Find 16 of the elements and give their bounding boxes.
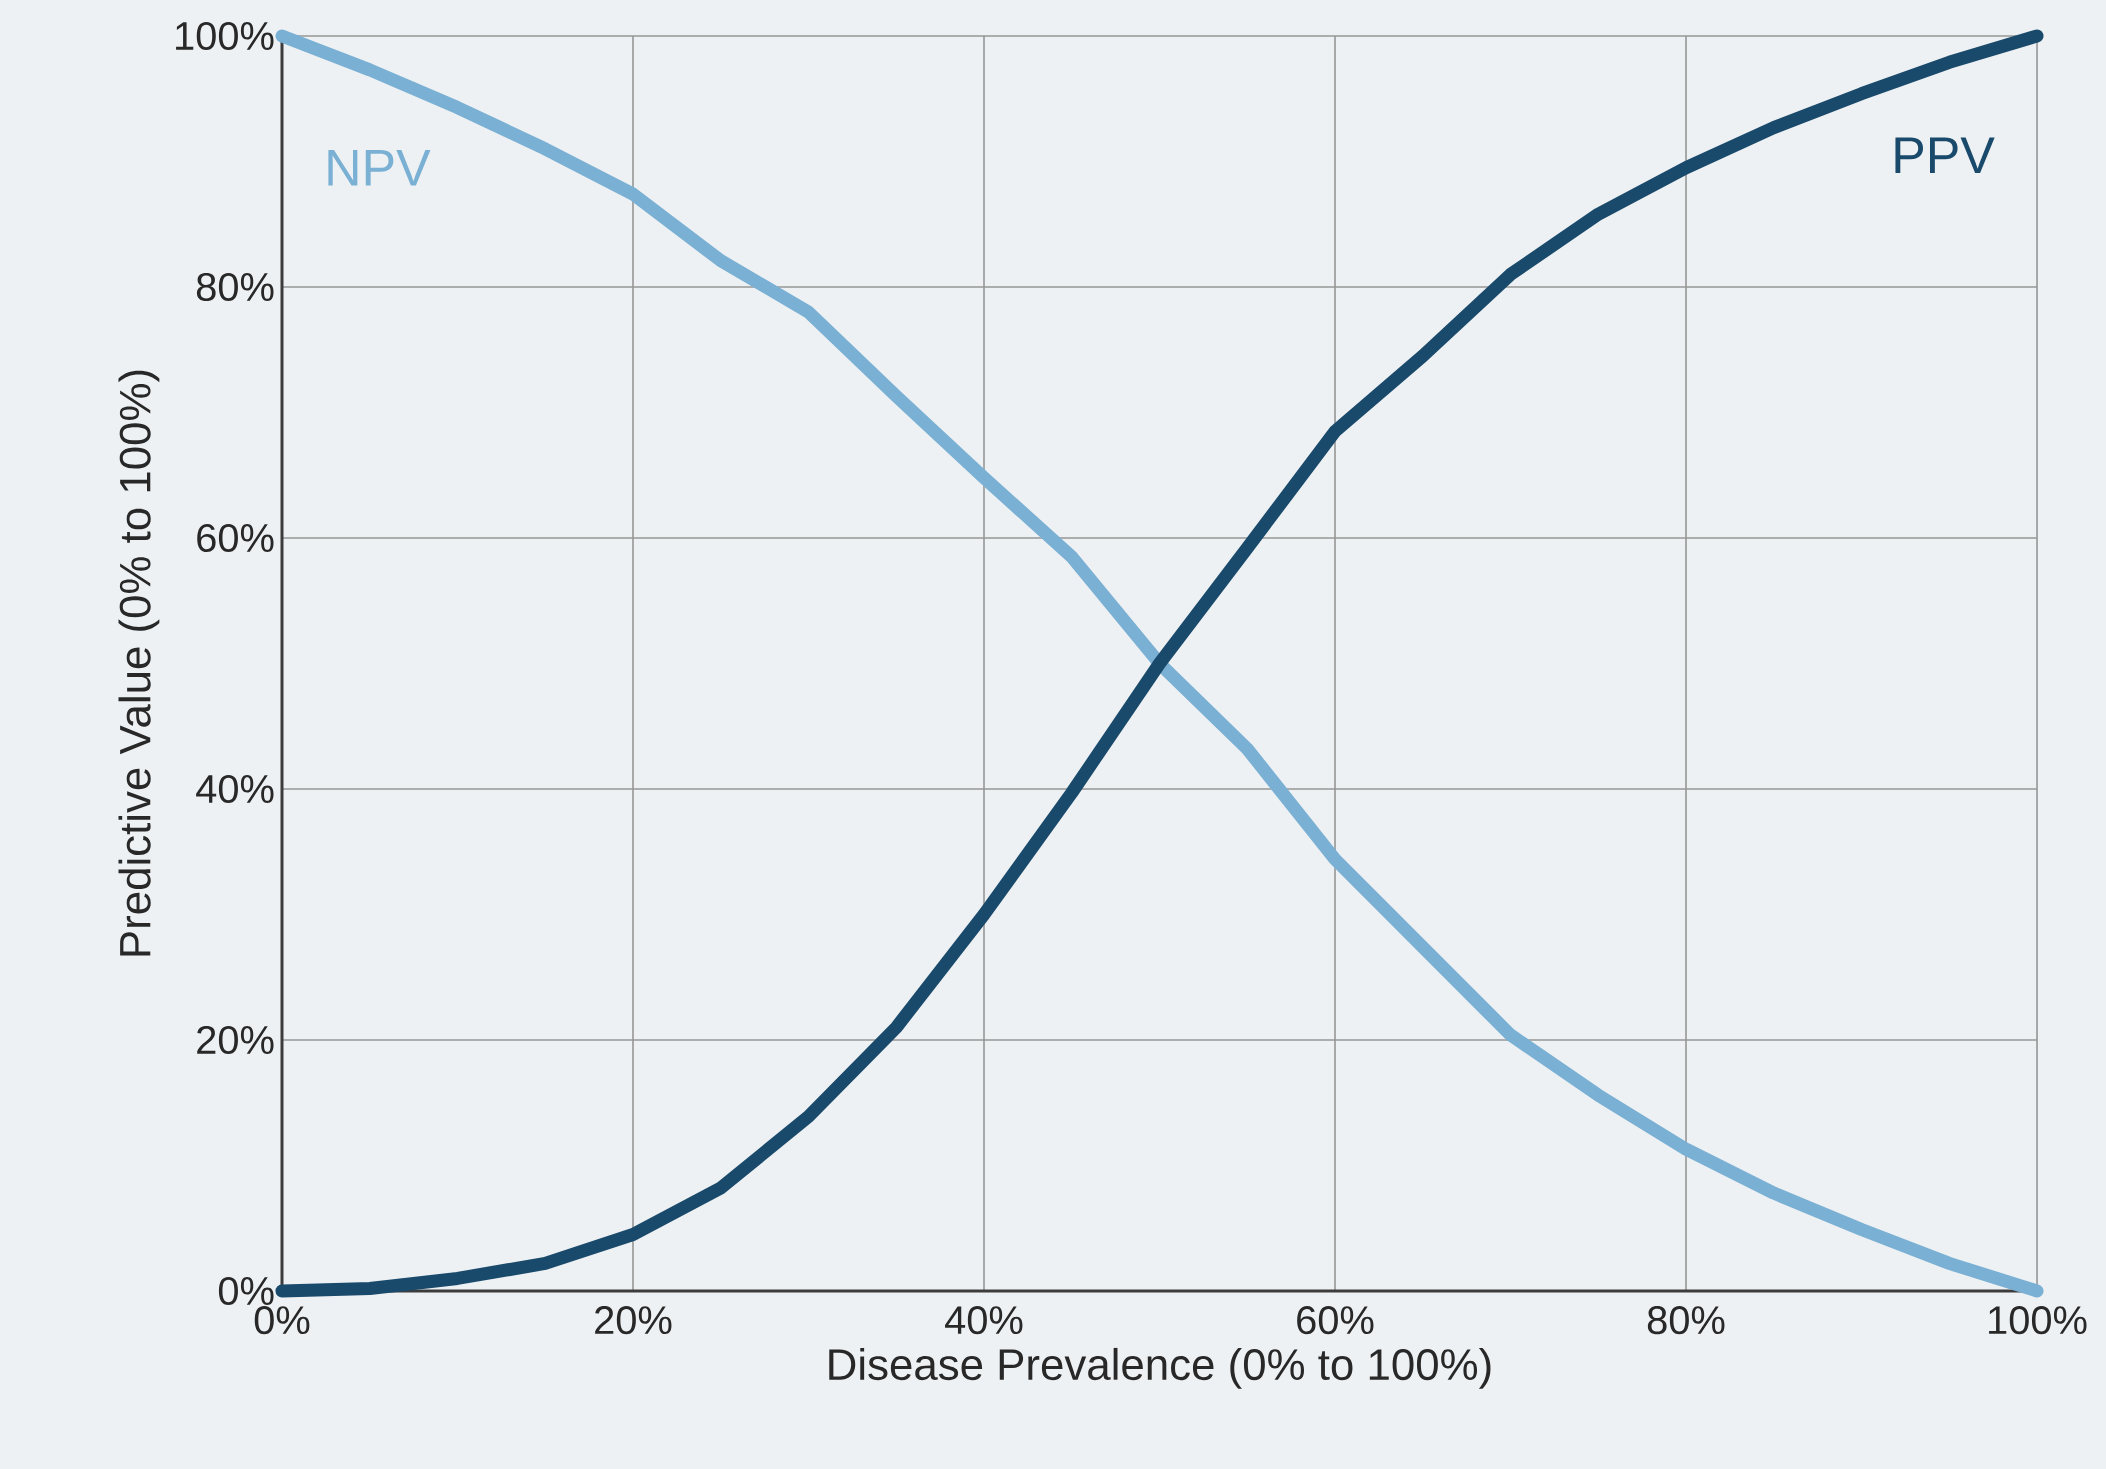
x-tick-label: 60% — [1297, 1306, 1374, 1335]
y-tick-label: 0% — [218, 1276, 274, 1306]
x-tick-label: 40% — [945, 1306, 1023, 1335]
y-tick-label: 60% — [197, 523, 274, 553]
x-axis-title: Disease Prevalence (0% to 100%) — [829, 1347, 1491, 1389]
series-label: PPV — [1895, 137, 1995, 174]
y-tick-label: 80% — [196, 272, 274, 302]
y-tick-label: 40% — [196, 774, 274, 804]
y-tick-label: 20% — [197, 1025, 274, 1055]
x-tick-label: 100% — [1989, 1306, 2087, 1335]
series-label: NPV — [328, 149, 431, 186]
y-tick-label: 100% — [176, 21, 274, 51]
x-tick-label: 0% — [254, 1306, 310, 1335]
x-tick-label: 80% — [1647, 1306, 1725, 1335]
y-axis-title: Predictive Value (0% to 100%) — [118, 370, 160, 956]
x-tick-label: 20% — [595, 1306, 672, 1335]
